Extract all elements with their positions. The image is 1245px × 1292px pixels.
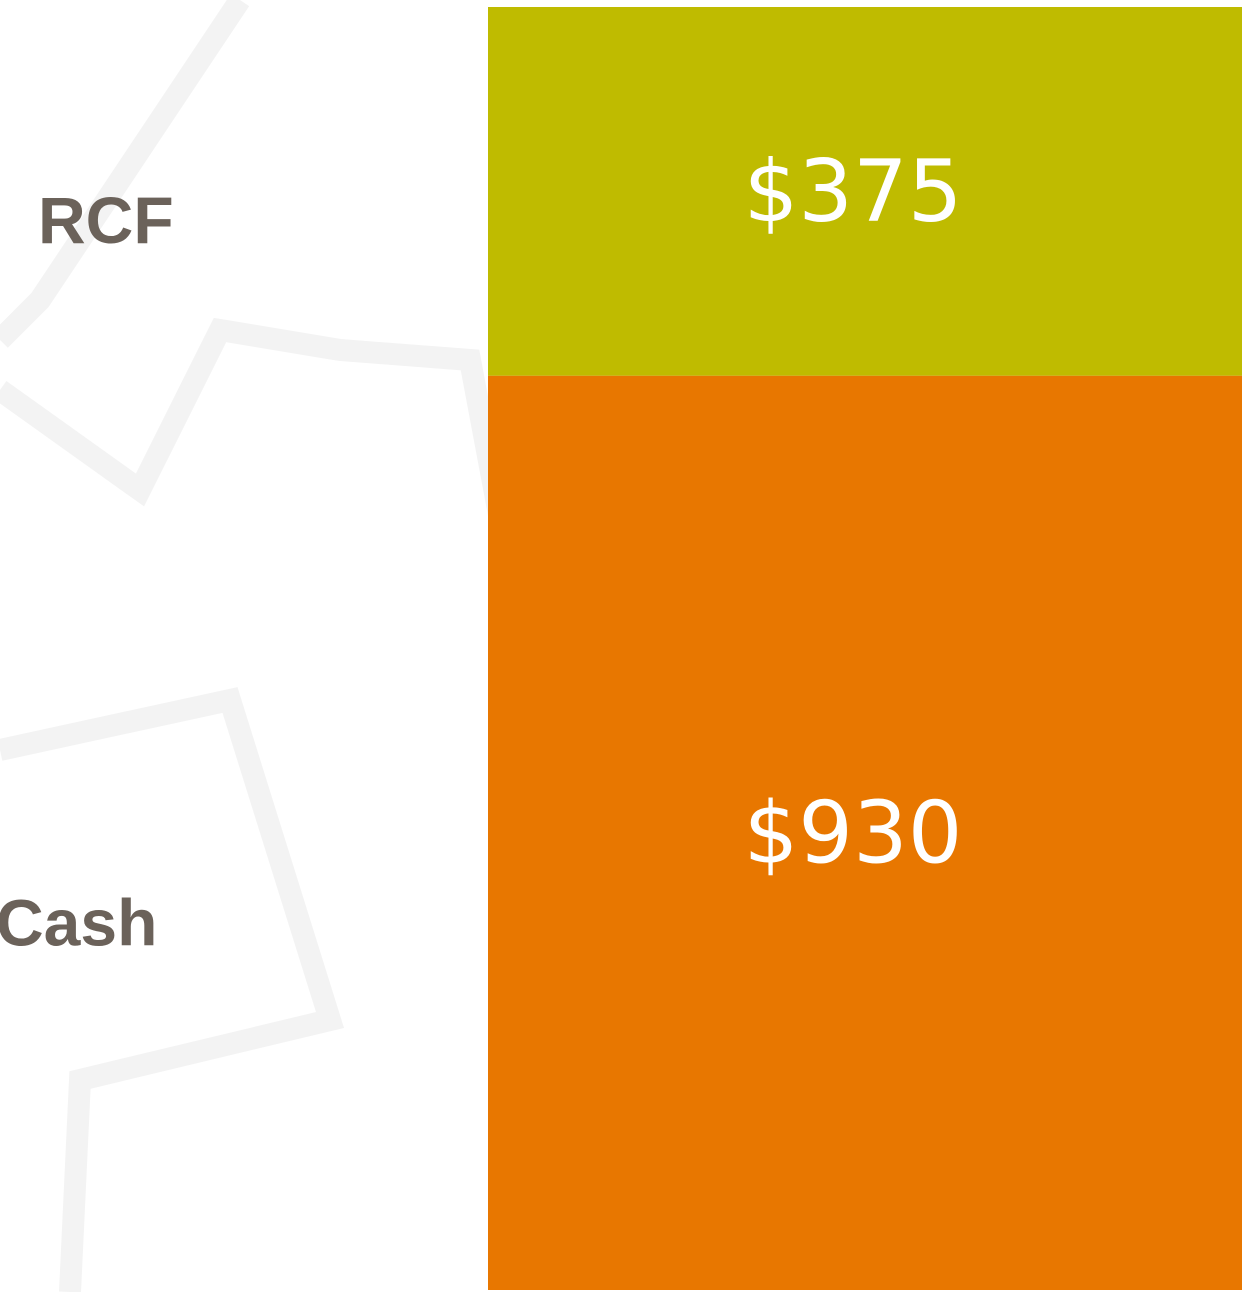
legend-label: Cash xyxy=(0,885,157,959)
value-label: $375 xyxy=(744,142,963,242)
value-label: $930 xyxy=(744,783,963,883)
background-decoration xyxy=(0,0,511,1292)
bar-segment xyxy=(488,7,1242,376)
legend-label: RCF xyxy=(38,183,174,257)
bar-segment xyxy=(488,375,1242,1290)
